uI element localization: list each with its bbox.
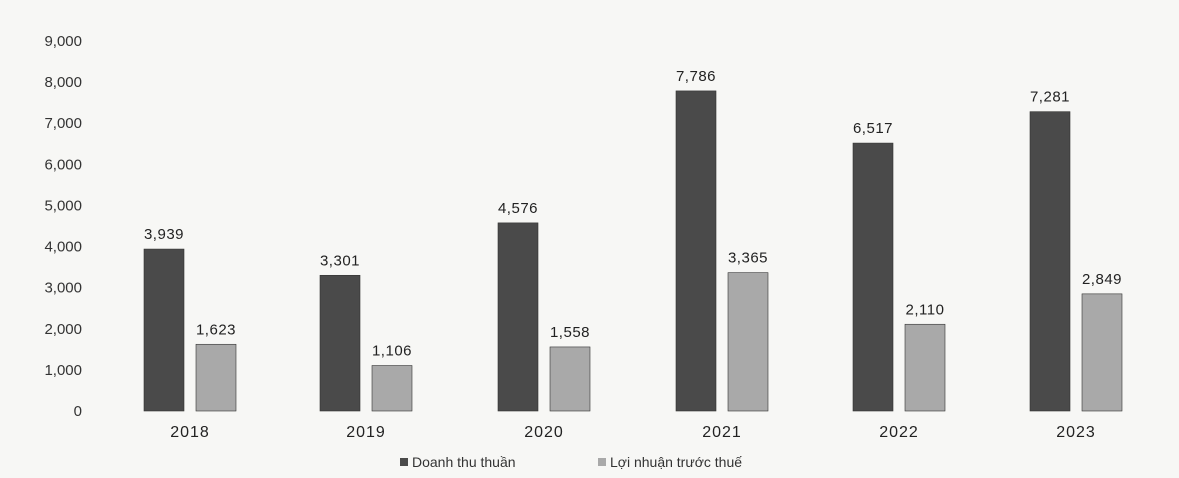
y-tick-label: 9,000: [44, 33, 82, 50]
bar-doanh-thu: [1029, 111, 1071, 412]
bar-doanh-thu: [143, 248, 185, 412]
legend-swatch-loi-nhuan: [598, 458, 606, 466]
bar-doanh-thu: [319, 274, 361, 412]
data-label: 2,849: [1082, 271, 1122, 288]
data-label: 4,576: [498, 200, 538, 217]
data-label: 7,281: [1030, 89, 1070, 106]
value-labels-group: 3,939 1,623 3,301 1,106 4,576 1,558 7,786 3,365…: [144, 68, 1122, 360]
data-label: 1,106: [372, 343, 412, 360]
bar-loi-nhuan: [549, 346, 591, 412]
data-label: 3,939: [144, 226, 184, 243]
data-label: 1,623: [196, 321, 236, 338]
legend-label-loi-nhuan: Lợi nhuận trước thuế: [610, 454, 742, 470]
y-axis: 0 1,000 2,000 3,000 4,000 5,000 6,000 7,000 8,00…: [44, 33, 82, 420]
y-tick-label: 6,000: [44, 156, 82, 173]
x-axis: 2018 2019 2020 2021 2022 2023: [170, 424, 1096, 441]
y-tick-label: 8,000: [44, 74, 82, 91]
y-tick-label: 4,000: [44, 239, 82, 256]
data-label: 3,365: [728, 250, 768, 267]
data-label: 7,786: [676, 68, 716, 85]
x-category-label: 2022: [879, 424, 919, 441]
bar-loi-nhuan: [727, 272, 769, 412]
bar-loi-nhuan: [1081, 293, 1123, 412]
y-tick-label: 2,000: [44, 321, 82, 338]
bar-loi-nhuan: [371, 365, 413, 412]
legend-swatch-doanh-thu: [400, 458, 408, 466]
data-label: 2,110: [906, 301, 945, 318]
y-tick-label: 7,000: [44, 115, 82, 132]
bar-loi-nhuan: [904, 323, 946, 412]
bar-doanh-thu: [497, 222, 539, 412]
y-tick-label: 0: [74, 403, 82, 420]
y-tick-label: 1,000: [44, 362, 82, 379]
data-label: 3,301: [320, 252, 360, 269]
legend-label-doanh-thu: Doanh thu thuần: [412, 454, 516, 470]
x-category-label: 2018: [170, 424, 210, 441]
bar-loi-nhuan: [195, 343, 237, 412]
data-label: 6,517: [853, 120, 893, 137]
bar-doanh-thu: [852, 142, 894, 412]
data-label: 1,558: [550, 324, 590, 341]
x-category-label: 2020: [524, 424, 564, 441]
bars-group: [143, 90, 1123, 412]
legend: Doanh thu thuần Lợi nhuận trước thuế: [400, 454, 742, 470]
y-tick-label: 5,000: [44, 197, 82, 214]
x-category-label: 2019: [346, 424, 386, 441]
bar-doanh-thu: [675, 90, 717, 412]
y-tick-label: 3,000: [44, 280, 82, 297]
x-category-label: 2021: [702, 424, 742, 441]
x-category-label: 2023: [1056, 424, 1096, 441]
